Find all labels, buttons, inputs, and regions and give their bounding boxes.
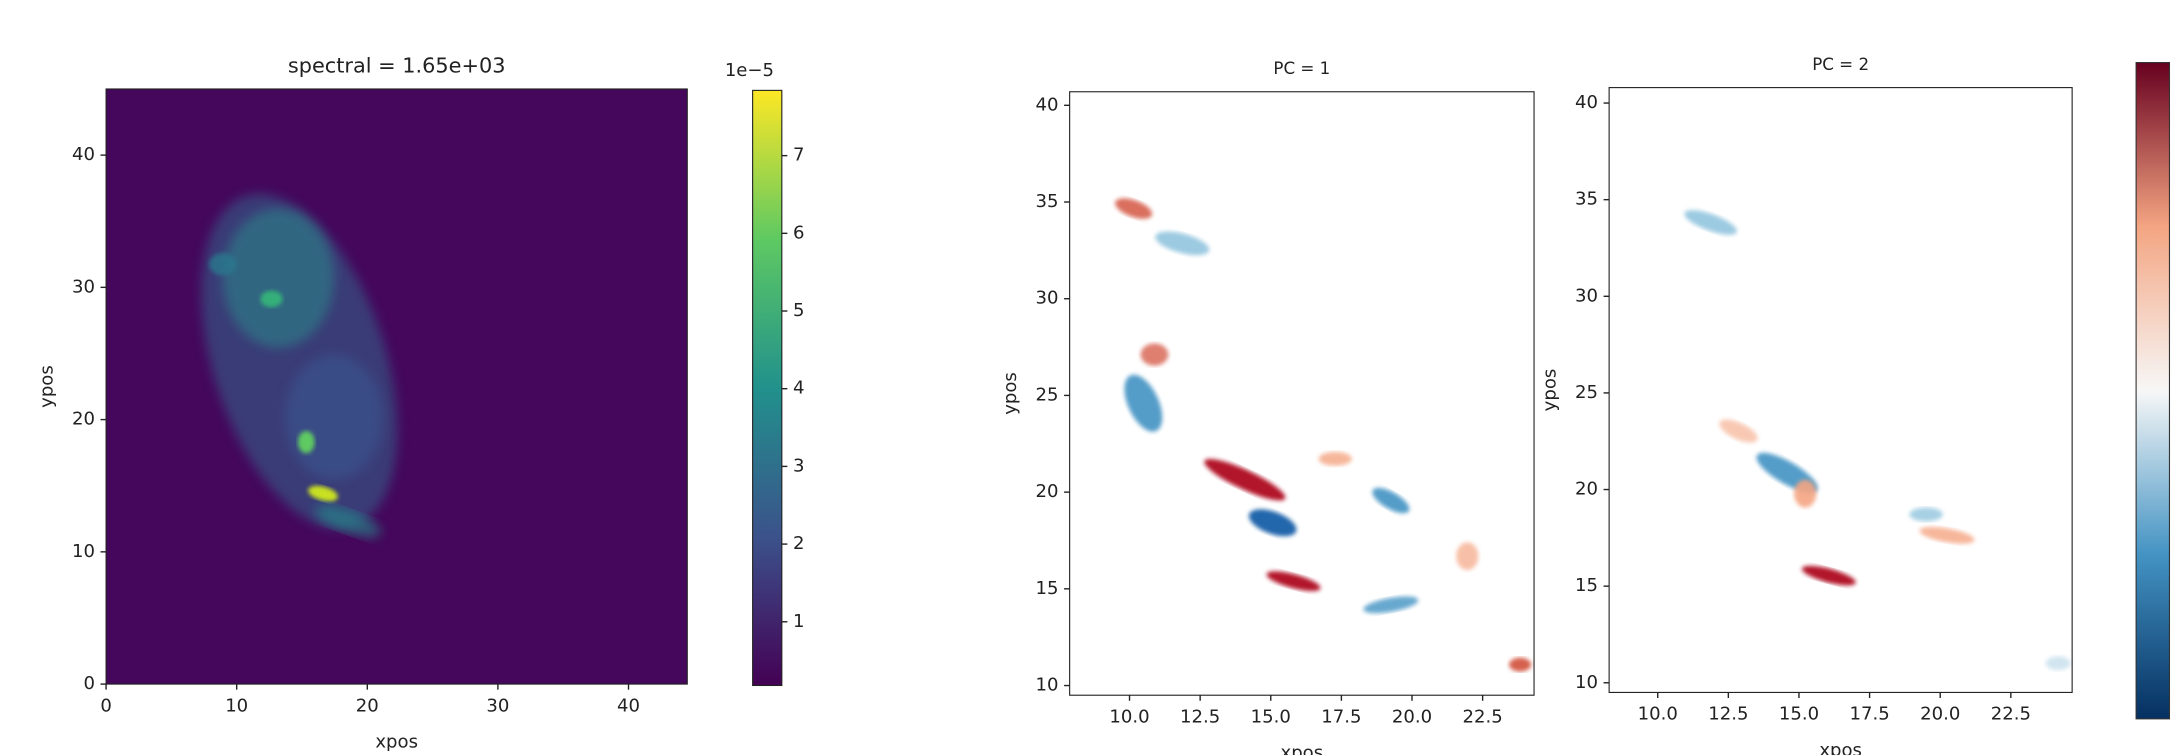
colorbar-tick-label: 5 [793,300,805,321]
image-feature [1719,419,1758,443]
image-feature [1794,479,1817,508]
x-axis-label: xpos [375,731,418,752]
axes-frame [1608,87,2073,693]
image-feature [297,431,315,454]
y-tick-label: 0 [83,673,95,694]
image-feature [208,253,237,276]
y-tick-label: 15 [1036,578,1059,599]
image-feature [1363,596,1419,614]
x-tick-label: 17.5 [1321,706,1361,727]
image-feature [1248,509,1297,537]
y-tick-label: 20 [1036,481,1059,502]
x-tick-label: 20.0 [1920,704,1960,725]
image-feature [1155,231,1210,256]
colorbar-tick-label: 3 [793,455,805,476]
x-tick-label: 15.0 [1251,706,1291,727]
axes-frame [105,88,688,685]
y-tick-label: 10 [1036,675,1059,696]
image-feature [222,208,335,348]
image-feature [260,290,283,308]
y-tick-label: 40 [1575,92,1598,113]
x-tick-label: 12.5 [1180,706,1220,727]
y-tick-label: 25 [1575,382,1598,403]
colorbar-offset: 1e−5 [725,60,774,81]
y-axis-label: ypos [1000,372,1021,415]
x-tick-label: 22.5 [1463,706,1503,727]
x-tick-label: 30 [486,695,509,716]
x-tick-label: 20.0 [1392,706,1432,727]
image-feature [1456,542,1479,571]
chart-title: PC = 1 [1273,59,1330,78]
image-feature [1124,374,1163,432]
image-feature [1115,198,1153,219]
image-feature [1140,343,1169,366]
colorbar-tick-label: 6 [793,222,805,243]
y-tick-label: 40 [1036,94,1059,115]
image-feature [2045,656,2071,671]
y-tick-label: 25 [1036,384,1059,405]
y-tick-label: 35 [1575,189,1598,210]
x-tick-label: 17.5 [1849,704,1889,725]
colorbar-tick-label: 7 [793,145,805,166]
heatmap-image [106,88,688,685]
image-background [106,88,688,685]
image-feature [285,354,383,480]
y-tick-label: 30 [1575,285,1598,306]
image-feature [1919,526,1975,544]
y-tick-label: 30 [72,276,95,297]
colorbar-tick-label: 1 [793,611,805,632]
image-feature [1801,565,1856,586]
y-axis-label: ypos [1540,369,1561,412]
x-tick-label: 40 [617,695,640,716]
x-tick-label: 10 [225,695,248,716]
image-feature [315,505,381,538]
image-feature [1372,487,1410,514]
colorbar [752,89,783,687]
pc-colorbar [2135,62,2171,720]
y-tick-label: 10 [1575,672,1598,693]
heatmap-image [1069,91,1535,696]
x-tick-label: 10.0 [1109,706,1149,727]
y-tick-label: 20 [72,409,95,430]
chart-title: spectral = 1.65e+03 [288,54,506,78]
image-background [1609,87,2073,693]
heatmap-image [1609,87,2073,693]
y-tick-label: 15 [1575,575,1598,596]
image-feature [1266,571,1321,592]
image-feature [1684,210,1737,235]
x-tick-label: 20 [356,695,379,716]
y-tick-label: 20 [1575,479,1598,500]
x-tick-label: 10.0 [1638,704,1678,725]
image-feature [1509,657,1532,672]
x-axis-label: xpos [1281,743,1324,755]
y-tick-label: 10 [72,541,95,562]
x-tick-label: 22.5 [1991,704,2031,725]
image-feature [1204,458,1286,501]
image-feature [308,485,338,502]
x-axis-label: xpos [1819,740,1862,755]
chart-title: PC = 2 [1812,55,1869,74]
x-tick-label: 15.0 [1779,704,1819,725]
y-tick-label: 35 [1036,191,1059,212]
image-feature [1909,507,1943,522]
colorbar-tick-label: 2 [793,533,805,554]
y-tick-label: 30 [1036,288,1059,309]
axes-frame [1069,91,1535,696]
x-tick-label: 0 [100,695,112,716]
y-tick-label: 40 [72,144,95,165]
colorbar-tick-label: 4 [793,378,805,399]
image-feature [1318,451,1352,466]
x-tick-label: 12.5 [1708,704,1748,725]
y-axis-label: ypos [37,365,58,408]
